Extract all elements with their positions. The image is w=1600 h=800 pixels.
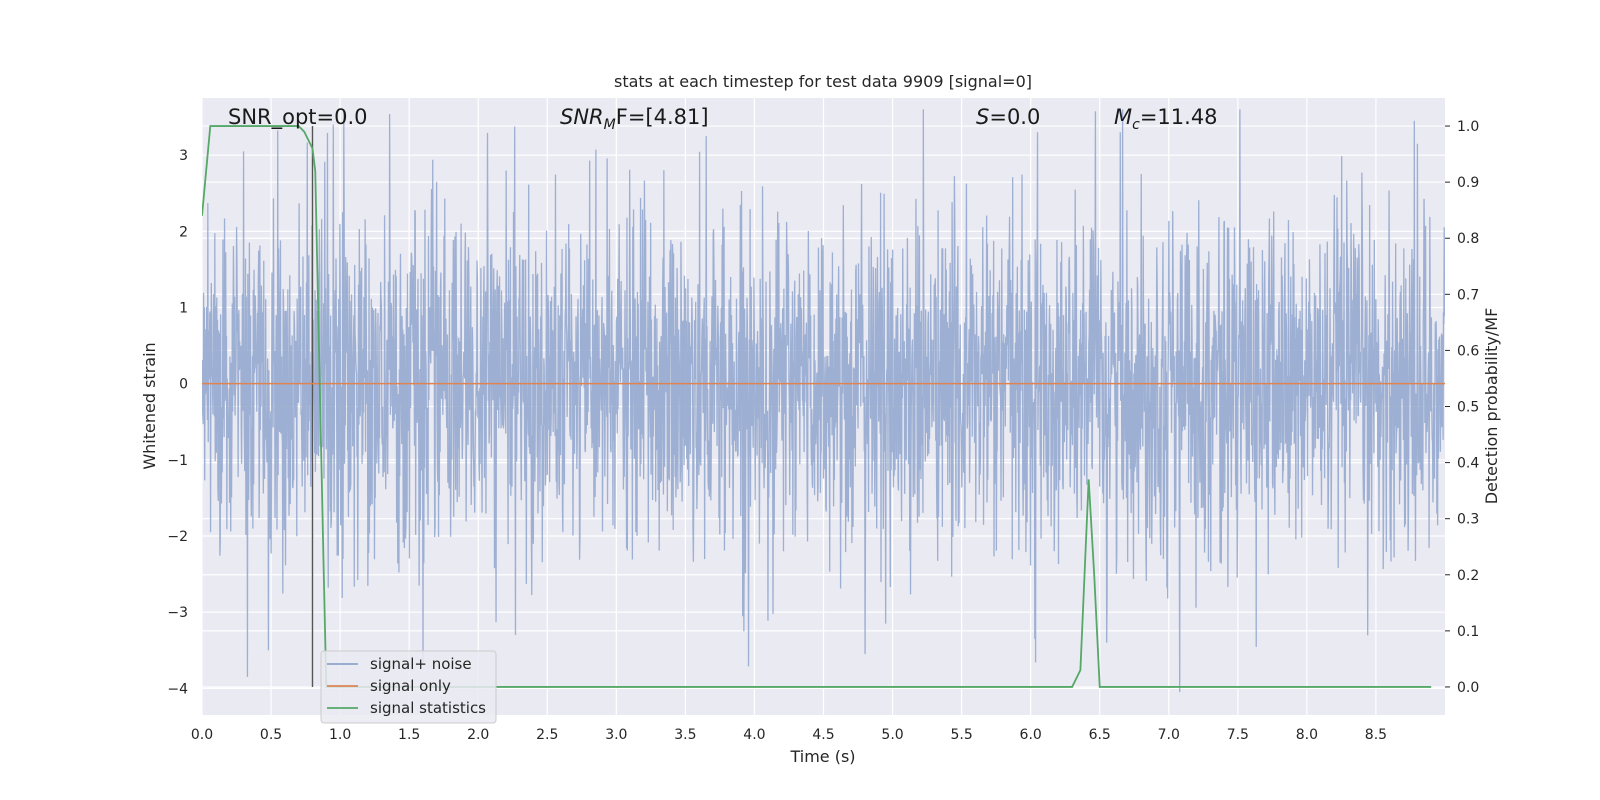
y2-tick-label: 0.8 [1457, 231, 1479, 247]
annotation-snr-opt: SNR_opt=0.0 [228, 105, 368, 130]
y-tick-label: −3 [167, 605, 188, 621]
x-tick-label: 5.0 [881, 727, 903, 743]
x-tick-label: 8.5 [1365, 727, 1387, 743]
x-tick-label: 0.5 [260, 727, 282, 743]
x-tick-label: 3.0 [605, 727, 627, 743]
annotation-snr-mf-rest: F=[4.81] [616, 105, 709, 129]
y-axis-ticks: 3 2 1 0 −1 −2 −3 −4 [167, 148, 188, 697]
y-tick-label: −2 [167, 529, 188, 545]
x-tick-label: 2.0 [467, 727, 489, 743]
legend-label-signal-noise: signal+ noise [370, 655, 472, 673]
annotation-snr-mf-sub: M [604, 117, 616, 133]
x-tick-label: 3.5 [674, 727, 696, 743]
x-tick-label: 5.5 [950, 727, 972, 743]
y2-tick-label: 0.5 [1457, 400, 1479, 416]
x-tick-label: 0.0 [191, 727, 213, 743]
annotation-s-rest: =0.0 [989, 105, 1040, 129]
y-tick-label: −1 [167, 453, 188, 469]
annotation-mc-sub: c [1132, 117, 1140, 133]
y2-tick-label: 0.0 [1457, 680, 1479, 696]
y2-tick-label: 0.4 [1457, 456, 1479, 472]
annotation-mc-base: M [1114, 105, 1132, 129]
chart-title: stats at each timestep for test data 990… [614, 72, 1032, 91]
annotation-s: S=0.0 [976, 105, 1040, 129]
y-tick-label: 3 [179, 148, 188, 164]
y2-tick-label: 0.3 [1457, 512, 1479, 528]
annotation-mc: Mc=11.48 [1114, 105, 1218, 133]
annotation-mc-rest: =11.48 [1140, 105, 1218, 129]
y-tick-label: 0 [179, 377, 188, 393]
x-tick-label: 8.0 [1296, 727, 1318, 743]
legend: signal+ noise signal only signal statist… [320, 650, 497, 724]
x-tick-label: 7.0 [1158, 727, 1180, 743]
y2-tick-label: 0.2 [1457, 568, 1479, 584]
x-tick-label: 7.5 [1227, 727, 1249, 743]
y2-tick-label: 0.6 [1457, 343, 1479, 359]
legend-box [320, 650, 497, 724]
x-axis-ticks: 0.0 0.5 1.0 1.5 2.0 2.5 3.0 3.5 4.0 4.5 5.0 5.5 6.0 6… [191, 727, 1387, 743]
x-tick-label: 4.5 [812, 727, 834, 743]
x-tick-label: 4.0 [743, 727, 765, 743]
legend-label-signal-statistics: signal statistics [370, 699, 486, 717]
x-tick-label: 2.5 [536, 727, 558, 743]
y2-tick-label: 0.7 [1457, 287, 1479, 303]
x-tick-label: 6.0 [1020, 727, 1042, 743]
y2-axis-label: Detection probability/MF [1482, 308, 1501, 505]
x-axis-label: Time (s) [789, 747, 855, 766]
x-tick-label: 1.5 [398, 727, 420, 743]
annotation-s-base: S [976, 105, 989, 129]
x-tick-label: 6.5 [1089, 727, 1111, 743]
annotation-snr-mf-base: SNR [560, 105, 604, 129]
series-signal-noise [202, 109, 1445, 693]
y2-tick-label: 0.1 [1457, 624, 1479, 640]
y2-axis-ticks: 1.0 0.9 0.8 0.7 0.6 0.5 0.4 0.3 0.2 0.1 0.0 [1445, 119, 1479, 696]
y-tick-label: 2 [179, 224, 188, 240]
x-tick-label: 1.0 [329, 727, 351, 743]
y2-tick-label: 1.0 [1457, 119, 1479, 135]
annotation-snr-mf: SNRMF=[4.81] [560, 105, 709, 133]
y2-tick-label: 0.9 [1457, 175, 1479, 191]
y-tick-label: 1 [179, 300, 188, 316]
y-axis-label: Whitened strain [140, 342, 159, 469]
y-tick-label: −4 [167, 681, 188, 697]
legend-label-signal-only: signal only [370, 677, 451, 695]
